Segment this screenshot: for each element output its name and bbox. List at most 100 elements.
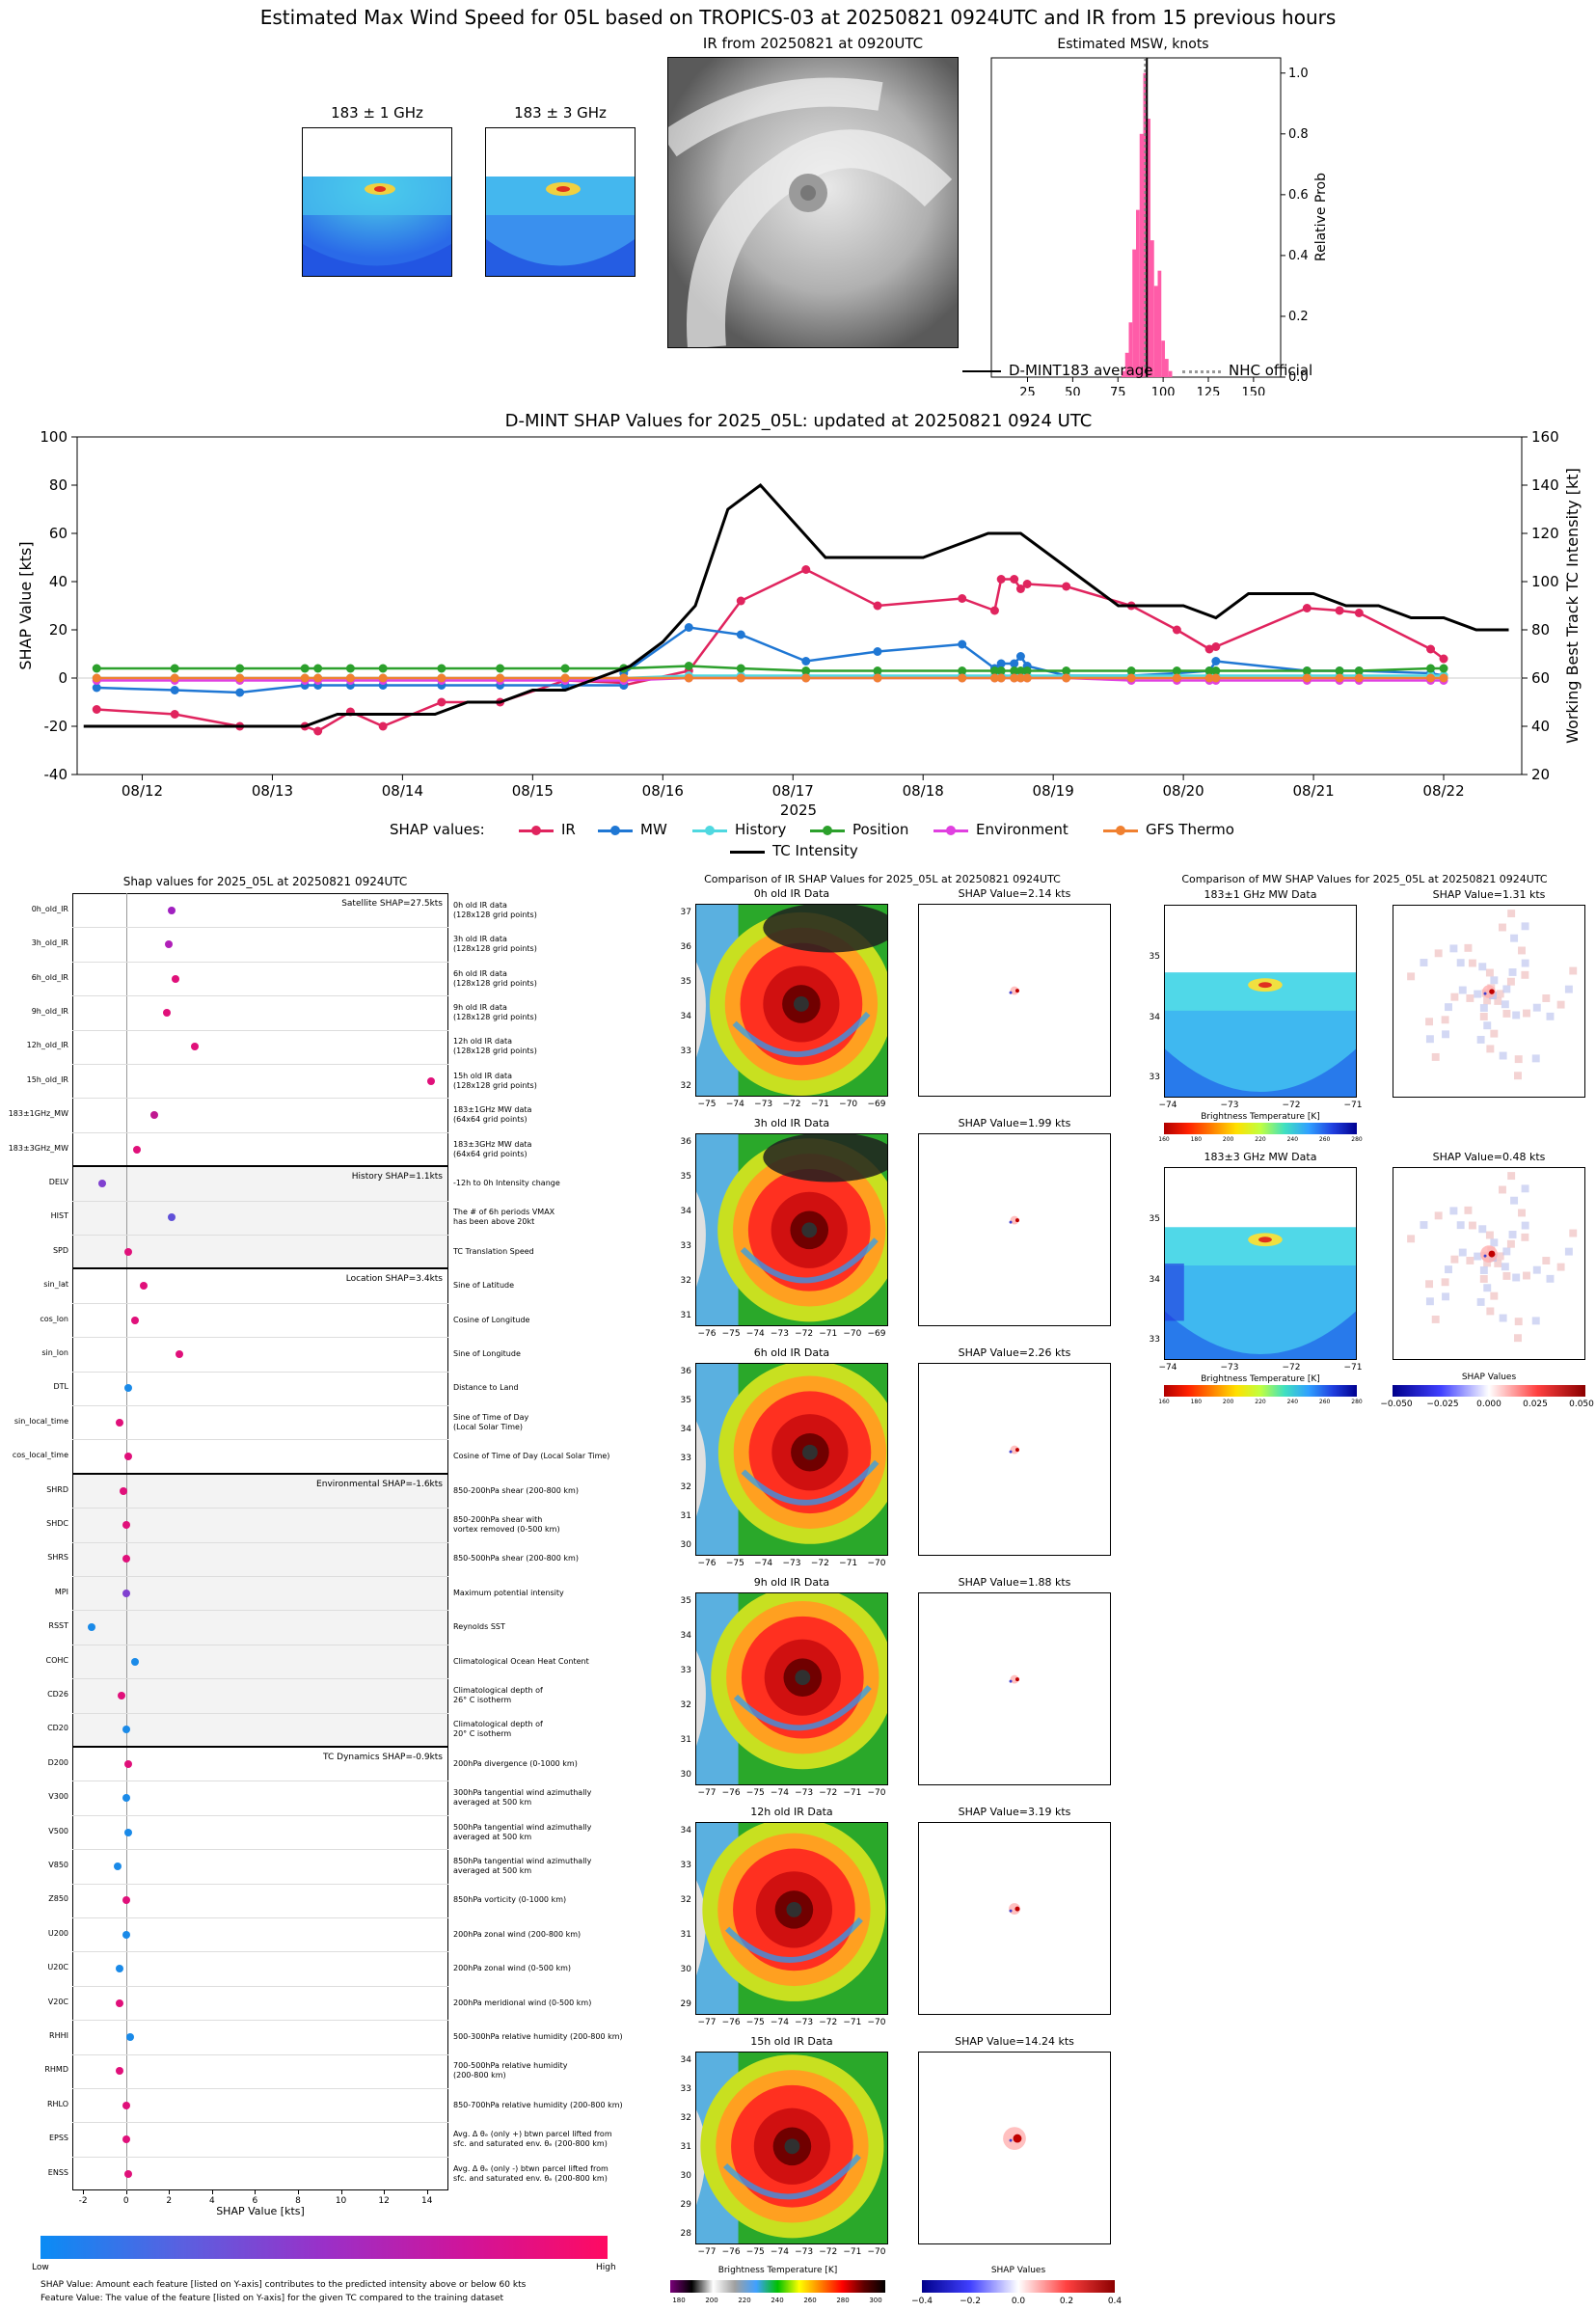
ir-ytick: 28 — [680, 2229, 691, 2239]
ir-xtick: −73 — [782, 1559, 801, 1568]
series-point-gfs-thermo — [496, 673, 505, 683]
series-point-position — [958, 666, 967, 675]
feature-label: sin_local_time — [14, 1416, 68, 1426]
feature-label: SHRS — [47, 1553, 68, 1563]
series-point-position — [1439, 664, 1448, 673]
x-tick-mark — [298, 2190, 299, 2195]
series-point-gfs-thermo — [996, 673, 1006, 683]
shap-plot-xlabel: SHAP Value [kts] — [216, 2205, 305, 2217]
series-point-ir — [1439, 654, 1448, 664]
shap-timeseries-chart: D-MINT SHAP Values for 2025_05L: updated… — [16, 411, 1582, 819]
feature-shap-point — [122, 2135, 130, 2144]
legend-marker — [1116, 826, 1125, 835]
ir-xtick: −75 — [745, 2018, 765, 2027]
ir-xtick: −70 — [867, 1788, 886, 1798]
ir-shap-tick: −0.4 — [911, 2297, 933, 2306]
mw-panel-image — [1164, 905, 1357, 1098]
mw-bt-tick: 280 — [1351, 1136, 1363, 1143]
ir-ytick: 29 — [680, 1999, 691, 2009]
feature-colorbar — [41, 2236, 608, 2259]
feature-description: 850-200hPa shear with vortex removed (0-… — [453, 1514, 560, 1534]
feature-label: HIST — [50, 1211, 68, 1221]
series-point-gfs-thermo — [378, 673, 388, 683]
ir-xtick: −74 — [745, 1329, 765, 1339]
mw-xtick: −73 — [1220, 1101, 1239, 1110]
series-point-ir — [1022, 580, 1032, 588]
ir-xtick: −76 — [721, 2018, 741, 2027]
ir-ytick: 33 — [680, 1666, 691, 1675]
feature-label: ENSS — [47, 2167, 68, 2177]
ir-ytick: 31 — [680, 1511, 691, 1521]
feature-shap-point — [191, 1043, 200, 1051]
ir-xtick: −73 — [795, 2018, 814, 2027]
series-point-position — [92, 664, 101, 673]
feature-shap-point — [427, 1076, 436, 1085]
row-divider — [72, 961, 448, 963]
series-point-gfs-thermo — [873, 673, 882, 683]
feature-description: 9h old IR data (128x128 grid points) — [453, 1002, 537, 1021]
line-chart-y2label: Working Best Track TC Intensity [kt] — [1563, 468, 1582, 744]
series-point-mw — [1010, 659, 1019, 668]
mw-ytick: 33 — [1149, 1335, 1160, 1345]
row-divider — [72, 1337, 448, 1339]
row-divider — [72, 1064, 448, 1065]
mw-shap-colorbar — [1393, 1385, 1585, 1397]
feature-label: DTL — [53, 1382, 68, 1392]
series-point-gfs-thermo — [801, 673, 811, 683]
ir-compare-title: Comparison of IR SHAP Values for 2025_05… — [704, 873, 1061, 885]
mw-xtick: −72 — [1282, 1363, 1301, 1373]
line-chart-xtick: 08/16 — [642, 782, 684, 800]
feature-label: DELV — [48, 1177, 68, 1186]
mw-shap-tick: 0.025 — [1523, 1400, 1548, 1409]
ir-xtick: −74 — [725, 1100, 744, 1109]
feature-shap-point — [132, 1145, 141, 1154]
shap-plot-xtick: 4 — [208, 2196, 215, 2207]
mw-shap-label: SHAP Values — [1461, 1373, 1517, 1382]
line-chart-xtick: 08/13 — [252, 782, 293, 800]
feature-label: V20C — [47, 1997, 68, 2006]
mw-shap-tick: 0.000 — [1476, 1400, 1501, 1409]
feature-shap-point — [123, 1247, 132, 1256]
row-divider — [72, 1849, 448, 1851]
mw-xtick: −74 — [1158, 1363, 1177, 1373]
feature-label: U20C — [47, 1963, 68, 1972]
legend-nhc-line — [1182, 370, 1221, 373]
feature-description: 200hPa zonal wind (0-500 km) — [453, 1964, 571, 1973]
feature-shap-point — [130, 1316, 139, 1324]
series-point-mw — [92, 683, 101, 693]
feature-description: 15h old IR data (128x128 grid points) — [453, 1071, 537, 1090]
line-chart-ytick: 0 — [58, 669, 68, 687]
line-chart-xtick: 08/18 — [903, 782, 944, 800]
series-point-gfs-thermo — [235, 673, 245, 683]
ir-bt-tick: 220 — [738, 2297, 751, 2304]
msw-bar — [1153, 285, 1158, 377]
ir-ytick: 32 — [680, 1700, 691, 1710]
ir-shap-image — [918, 1592, 1111, 1785]
line-chart-y2tick: 140 — [1531, 476, 1559, 494]
row-divider — [72, 1610, 448, 1612]
feature-shap-point — [122, 2101, 130, 2109]
feature-shap-point — [123, 1453, 132, 1461]
series-point-ir — [1335, 606, 1344, 615]
series-point-position — [313, 664, 323, 673]
ir-panel-title: 9h old IR Data — [753, 1576, 830, 1589]
mw-bt-colorbar — [1164, 1385, 1357, 1397]
shap-plot-xtick: 14 — [420, 2196, 433, 2207]
legend-marker — [946, 826, 956, 835]
line-chart-xlabel: 2025 — [780, 802, 817, 819]
mw-ytick: 33 — [1149, 1073, 1160, 1082]
feature-label: SHDC — [46, 1518, 68, 1528]
feature-label: D200 — [47, 1757, 68, 1767]
feature-shap-point — [120, 1486, 128, 1495]
series-point-gfs-thermo — [619, 673, 629, 683]
series-point-ir — [1204, 644, 1214, 654]
feature-label: 183±3GHz_MW — [8, 1143, 68, 1153]
ir-bt-tick: 260 — [803, 2297, 817, 2304]
mw-xtick: −74 — [1158, 1101, 1177, 1110]
ir-shap-image — [918, 2052, 1111, 2244]
series-point-ir — [1211, 642, 1221, 651]
feature-description: 12h old IR data (128x128 grid points) — [453, 1037, 537, 1056]
series-point-ir — [989, 606, 999, 615]
mw-ytick: 35 — [1149, 1214, 1160, 1224]
mw-compare-title: Comparison of MW SHAP Values for 2025_05… — [1181, 873, 1548, 885]
